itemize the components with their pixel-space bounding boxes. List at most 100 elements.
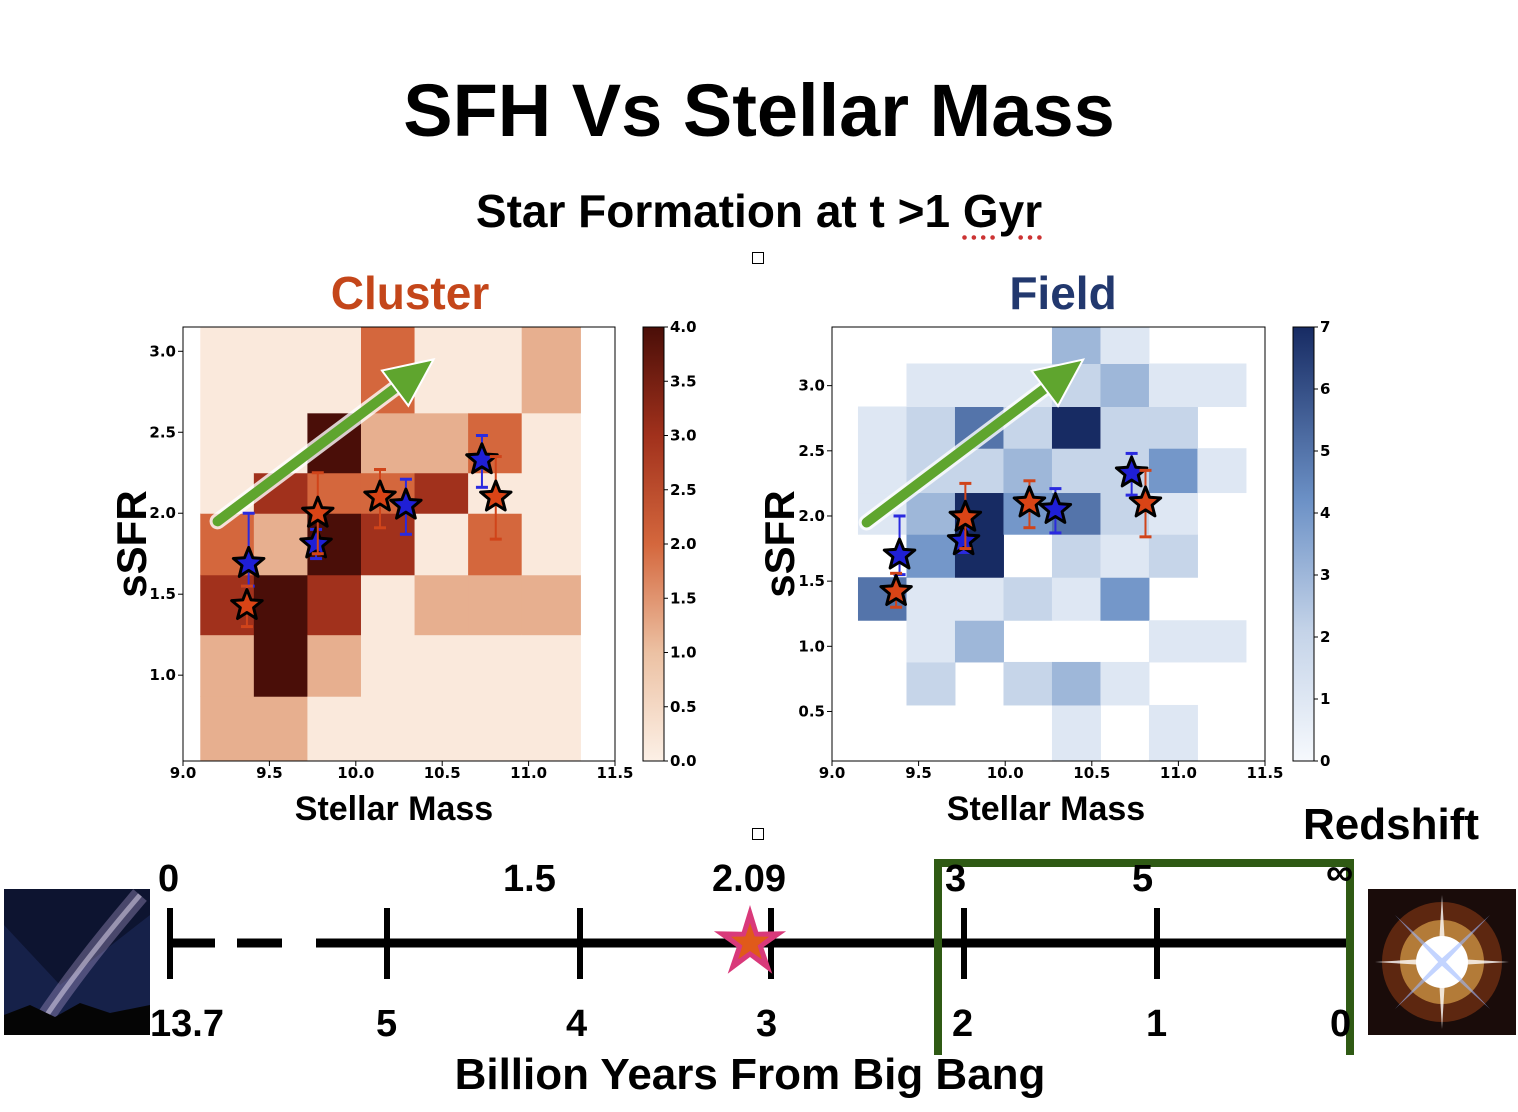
star-marker-icon — [882, 537, 917, 570]
x-tick-label: 11.0 — [510, 764, 547, 782]
star-marker-icon — [231, 545, 266, 578]
cluster-xlabel: Stellar Mass — [294, 790, 494, 828]
heatmap-cell — [200, 634, 255, 697]
timeline-caption: Billion Years From Big Bang — [454, 1050, 1046, 1099]
heatmap-cell — [253, 327, 308, 474]
redshift-tick-0: 0 — [158, 858, 180, 900]
star-marker-icon — [299, 526, 333, 559]
y-tick-label: 2.0 — [798, 507, 825, 525]
heatmap-cell — [906, 534, 956, 578]
heatmap-cell — [360, 412, 416, 474]
colorbar-tick-label: 3.5 — [670, 372, 697, 390]
heatmap-cell — [1148, 363, 1198, 408]
heatmap-cell — [253, 513, 308, 576]
heatmap-cell — [253, 634, 308, 697]
star-marker-icon — [1038, 492, 1073, 524]
trend-arrow-shaft — [861, 383, 1050, 528]
heatmap-cell — [414, 513, 469, 576]
colorbar — [642, 326, 665, 762]
star-marker-icon — [363, 479, 397, 512]
heatmap-cell — [1197, 448, 1247, 494]
heatmap-cell — [307, 574, 362, 636]
field-chart: 9.0 9.5 10.0 10.5 11.0 11.5 0.5 1.0 1.5 2.0 2.5 3.0… — [798, 318, 1330, 782]
x-tick-label: 10.5 — [424, 764, 461, 782]
selection-handle-bottom[interactable] — [752, 828, 764, 840]
time-tick-1: 5 — [376, 1003, 398, 1045]
y-tick-label: 3.0 — [798, 377, 825, 395]
heatmap-cell — [521, 327, 581, 414]
heatmap-cell — [1100, 406, 1150, 449]
heatmap-cell — [253, 574, 308, 636]
current-epoch-star-icon — [713, 905, 787, 974]
heatmap-cell — [1051, 534, 1101, 578]
star-marker-icon — [1128, 485, 1163, 518]
star-marker-icon — [1012, 485, 1047, 518]
x-tick-label: 9.0 — [170, 764, 197, 782]
heatmap-cell — [1003, 577, 1053, 621]
colorbar-tick-label: 5 — [1320, 442, 1330, 460]
heatmap-cell — [1100, 534, 1150, 578]
slide-subtitle: Star Formation at t >1 Gyr — [0, 184, 1518, 238]
cluster-chart: 9.0 9.5 10.0 10.5 11.0 11.5 1.0 1.5 2.0 2.5 3.0 0.0… — [149, 318, 696, 782]
heatmap-cell — [906, 620, 956, 663]
heatmap-cell — [857, 448, 907, 494]
time-tick-5: 1 — [1146, 1003, 1168, 1045]
redshift-tick-3: 3 — [945, 858, 967, 900]
heatmap-cell — [1148, 534, 1198, 578]
colorbar-tick-label: 2.5 — [670, 481, 697, 499]
highlight-box — [934, 859, 1354, 1055]
trend-arrow-shaft — [212, 383, 401, 527]
star-marker-icon — [1114, 455, 1149, 488]
heatmap-cell — [414, 472, 469, 514]
x-tick-label: 11.5 — [1246, 764, 1283, 782]
heatmap-cell — [414, 634, 469, 762]
heatmap-cell — [906, 577, 956, 621]
x-tick-label: 11.5 — [596, 764, 633, 782]
selection-handle-top[interactable] — [752, 252, 764, 264]
heatmap-cell — [521, 574, 581, 636]
trend-arrow-head-icon — [380, 357, 436, 408]
heatmap-cell — [200, 696, 255, 762]
heatmap-cell — [1051, 448, 1101, 494]
heatmap-cell — [468, 327, 523, 414]
heatmap-cell — [200, 327, 255, 514]
time-tick-2: 4 — [566, 1003, 588, 1045]
plot-frame — [831, 326, 1266, 762]
y-tick-label: 1.0 — [798, 637, 825, 655]
charts-canvas: 9.0 9.5 10.0 10.5 11.0 11.51.01.52.02.53.00.0… — [149, 318, 1330, 782]
heatmap-cell — [307, 634, 362, 697]
star-marker-icon — [948, 499, 983, 532]
y-tick-label: 2.5 — [798, 442, 825, 460]
colorbar-tick-label: 2 — [1320, 628, 1330, 646]
heatmap-cell — [360, 513, 416, 576]
slide-title: SFH Vs Stellar Mass — [403, 69, 1115, 152]
colorbar — [1292, 326, 1315, 762]
heatmap-cell — [1100, 661, 1150, 706]
heatmap-cell — [857, 406, 907, 449]
heatmap-cell — [1197, 363, 1247, 408]
y-tick-label: 1.5 — [149, 585, 176, 603]
heatmap-cell — [521, 634, 581, 762]
star-marker-icon — [465, 442, 499, 475]
cluster-title: Cluster — [330, 267, 490, 319]
heatmap-cell — [414, 412, 469, 474]
heatmap-cell — [906, 363, 956, 408]
y-tick-label: 1.5 — [798, 572, 825, 590]
colorbar-tick-label: 4.0 — [670, 318, 697, 336]
redshift-tick-5: ∞ — [1326, 852, 1354, 894]
heatmap-cell — [1100, 577, 1150, 621]
heatmap-cell — [906, 406, 956, 449]
heatmap-cell — [906, 661, 956, 706]
x-tick-label: 10.0 — [337, 764, 374, 782]
plot-frame — [182, 326, 616, 762]
time-tick-6: 0 — [1330, 1003, 1352, 1045]
x-tick-label: 10.5 — [1073, 764, 1110, 782]
heatmap-cell — [307, 327, 362, 414]
heatmap-cell — [414, 574, 469, 636]
heatmap-cell — [1148, 448, 1198, 494]
colorbar-tick-label: 1.5 — [670, 589, 697, 607]
heatmap-cell — [954, 577, 1004, 621]
field-title: Field — [1009, 267, 1117, 319]
redshift-tick-1: 1.5 — [503, 858, 556, 900]
heatmap-cell — [954, 363, 1004, 408]
